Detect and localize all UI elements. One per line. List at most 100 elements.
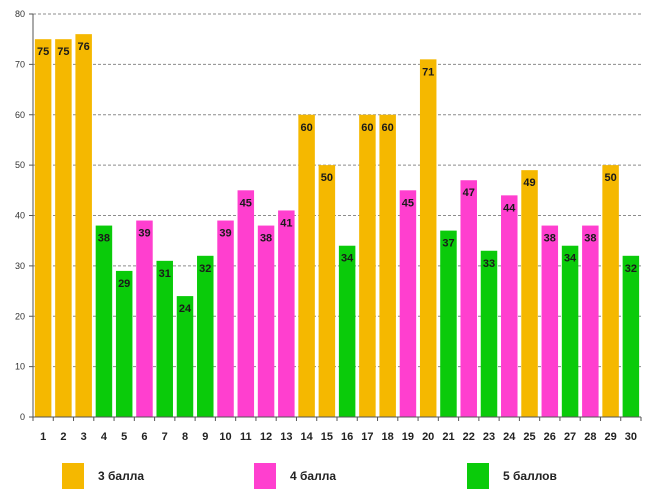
legend-label-3: 3 балла [98, 469, 145, 483]
bar-15 [318, 165, 336, 417]
y-tick-label: 60 [15, 110, 25, 120]
y-tick-label: 20 [15, 311, 25, 321]
bar-7 [156, 260, 173, 417]
x-tick-label: 16 [341, 431, 353, 443]
data-label-16: 34 [341, 253, 354, 265]
bar-3 [75, 34, 92, 418]
bars [34, 34, 640, 418]
data-label-25: 49 [523, 177, 535, 189]
data-label-23: 33 [483, 258, 495, 270]
data-label-3: 76 [78, 41, 90, 53]
data-labels: 75 75 76 38 29 39 31 24 32 39 45 38 41 60 50 34 60 60 45 71… [37, 41, 637, 315]
x-tick-label: 4 [101, 431, 108, 443]
x-tick-label: 25 [523, 431, 535, 443]
legend-label-4: 4 балла [290, 469, 337, 483]
x-tick-label: 20 [422, 431, 434, 443]
bar-8 [176, 296, 194, 417]
data-label-28: 38 [584, 233, 596, 245]
x-tick-label: 6 [141, 431, 147, 443]
x-axis: 1 2 3 4 5 6 7 8 9 10 11 12 13 14 15 16 17 18 19 20 21 22 23 24 2… [32, 416, 642, 443]
y-tick-label: 40 [15, 211, 25, 221]
legend-swatch-5 [467, 463, 489, 489]
legend-label-5: 5 баллов [503, 469, 557, 483]
x-tick-label: 14 [300, 431, 313, 443]
bar-18 [379, 114, 396, 417]
bar-5 [115, 270, 133, 417]
x-tick-label: 8 [182, 431, 188, 443]
bar-30 [622, 255, 640, 417]
x-tick-label: 2 [60, 431, 66, 443]
x-tick-label: 22 [463, 431, 475, 443]
x-tick-label: 9 [202, 431, 208, 443]
data-label-18: 60 [382, 122, 394, 134]
legend-swatch-3 [62, 463, 84, 489]
x-tick-label: 18 [382, 431, 394, 443]
bar-21 [440, 230, 457, 417]
legend-item-4-points: 4 балла [254, 462, 336, 490]
data-label-10: 39 [219, 228, 231, 240]
bar-24 [501, 195, 518, 417]
bar-16 [338, 245, 356, 417]
data-label-7: 31 [159, 268, 171, 280]
bar-1 [34, 39, 52, 417]
y-tick-label: 10 [15, 362, 25, 372]
legend-item-3-points: 3 балла [62, 462, 144, 490]
bar-25 [521, 170, 538, 417]
x-tick-label: 5 [121, 431, 127, 443]
bar-9 [197, 255, 214, 417]
bar-17 [359, 114, 376, 417]
bar-13 [278, 210, 295, 417]
legend-item-5-points: 5 баллов [467, 462, 557, 490]
bar-22 [460, 180, 477, 417]
x-tick-label: 26 [544, 431, 556, 443]
y-tick-label: 50 [15, 160, 25, 170]
x-tick-label: 30 [625, 431, 637, 443]
data-label-30: 32 [625, 263, 637, 275]
data-label-8: 24 [179, 303, 192, 315]
data-label-14: 60 [300, 122, 312, 134]
data-label-29: 50 [604, 172, 616, 184]
bar-27 [561, 245, 579, 417]
data-label-9: 32 [199, 263, 211, 275]
data-label-20: 71 [422, 66, 434, 78]
bar-20 [419, 59, 437, 418]
bar-28 [582, 225, 599, 417]
legend-swatch-4 [254, 463, 276, 489]
bar-23 [480, 250, 498, 417]
bar-19 [399, 190, 417, 417]
y-tick-label: 30 [15, 261, 25, 271]
x-tick-label: 17 [361, 431, 373, 443]
y-tick-label: 0 [20, 412, 25, 422]
bar-4 [95, 225, 113, 417]
x-tick-label: 7 [162, 431, 168, 443]
x-tick-label: 23 [483, 431, 495, 443]
data-label-1: 75 [37, 46, 49, 58]
data-label-21: 37 [442, 238, 454, 250]
data-label-22: 47 [463, 187, 475, 199]
data-label-11: 45 [240, 197, 252, 209]
data-label-12: 38 [260, 233, 272, 245]
x-tick-label: 13 [280, 431, 292, 443]
x-tick-label: 11 [240, 431, 252, 443]
data-label-19: 45 [402, 197, 414, 209]
bar-6 [136, 220, 153, 417]
x-tick-label: 24 [503, 431, 516, 443]
data-label-17: 60 [361, 122, 373, 134]
data-label-15: 50 [321, 172, 333, 184]
x-tick-label: 28 [584, 431, 596, 443]
x-tick-label: 1 [40, 431, 46, 443]
data-label-4: 38 [98, 233, 110, 245]
data-label-27: 34 [564, 253, 577, 265]
data-label-5: 29 [118, 278, 130, 290]
data-label-26: 38 [544, 233, 556, 245]
x-tick-label: 29 [604, 431, 616, 443]
data-label-6: 39 [138, 228, 150, 240]
x-tick-label: 15 [321, 431, 333, 443]
bar-10 [217, 220, 234, 417]
x-tick-label: 3 [81, 431, 87, 443]
bar-2 [55, 39, 72, 417]
bar-12 [257, 225, 275, 417]
y-tick-label: 80 [15, 9, 25, 19]
x-tick-label: 27 [564, 431, 576, 443]
